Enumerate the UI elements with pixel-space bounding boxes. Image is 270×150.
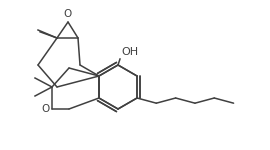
Text: OH: OH <box>121 47 138 57</box>
Text: O: O <box>41 104 49 114</box>
Text: O: O <box>64 9 72 19</box>
